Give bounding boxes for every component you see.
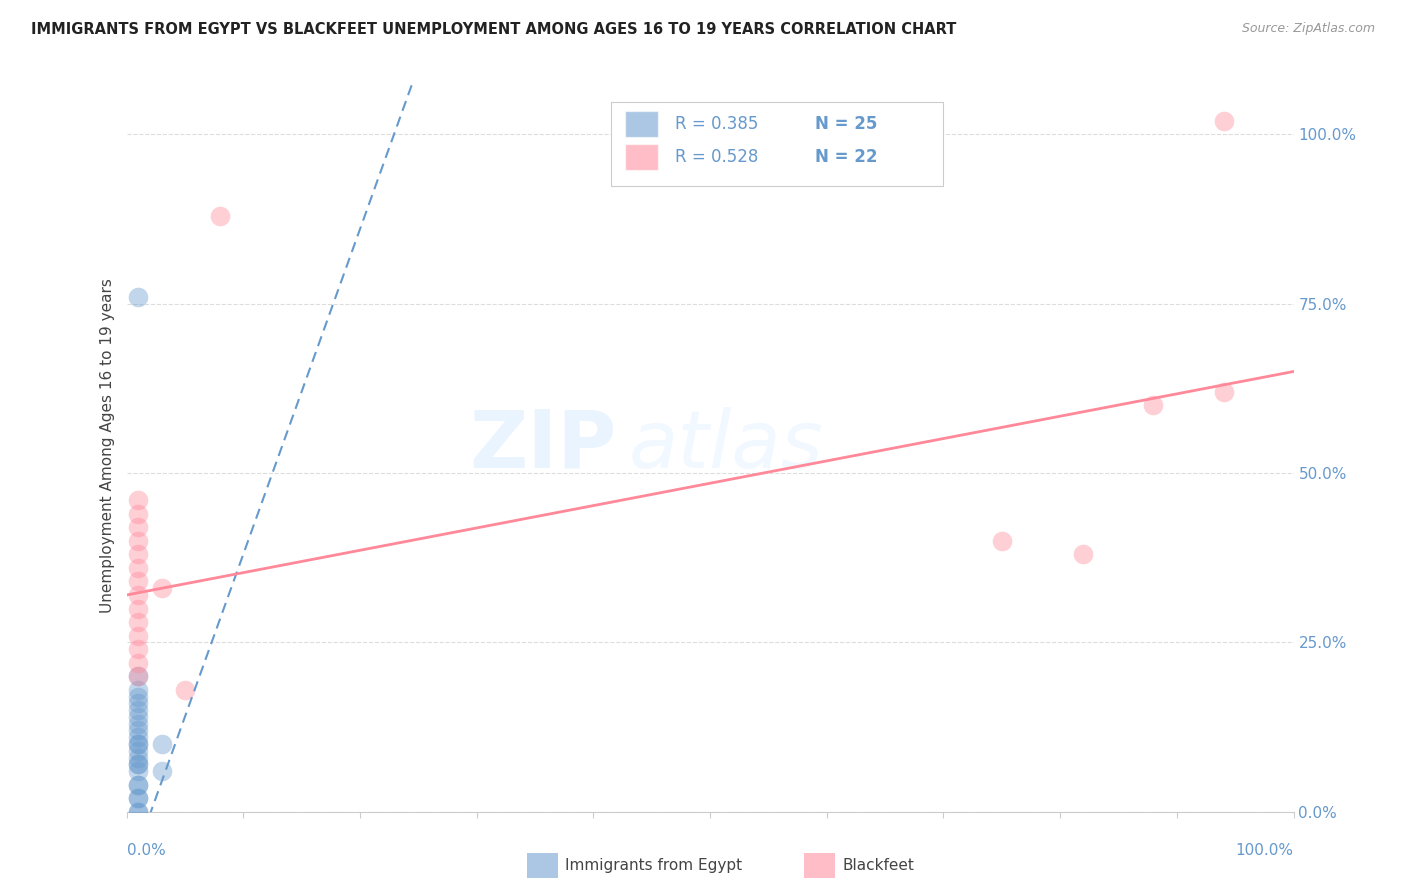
Point <box>127 682 149 697</box>
Point <box>1212 384 1234 399</box>
Point <box>127 778 149 792</box>
Point <box>127 697 149 711</box>
Point <box>1212 114 1234 128</box>
Point <box>127 493 149 508</box>
Point <box>127 710 149 724</box>
FancyBboxPatch shape <box>624 145 658 169</box>
Point <box>127 791 149 805</box>
Point <box>127 744 149 758</box>
Point <box>127 656 149 670</box>
Text: Blackfeet: Blackfeet <box>842 858 914 872</box>
Text: 0.0%: 0.0% <box>127 843 166 858</box>
Point <box>127 615 149 629</box>
FancyBboxPatch shape <box>624 112 658 137</box>
Text: N = 22: N = 22 <box>815 148 877 166</box>
Point <box>127 716 149 731</box>
Point <box>127 533 149 548</box>
Point <box>127 507 149 521</box>
Text: R = 0.528: R = 0.528 <box>675 148 758 166</box>
Point <box>150 764 173 778</box>
Point <box>127 764 149 778</box>
Point <box>127 588 149 602</box>
Point <box>127 737 149 751</box>
Text: Immigrants from Egypt: Immigrants from Egypt <box>565 858 742 872</box>
Text: R = 0.385: R = 0.385 <box>675 115 758 133</box>
Point <box>127 757 149 772</box>
Text: IMMIGRANTS FROM EGYPT VS BLACKFEET UNEMPLOYMENT AMONG AGES 16 TO 19 YEARS CORREL: IMMIGRANTS FROM EGYPT VS BLACKFEET UNEMP… <box>31 22 956 37</box>
Text: N = 25: N = 25 <box>815 115 877 133</box>
Point <box>150 737 173 751</box>
Point <box>127 601 149 615</box>
Point <box>127 690 149 704</box>
Point <box>208 209 231 223</box>
Point <box>990 533 1012 548</box>
Y-axis label: Unemployment Among Ages 16 to 19 years: Unemployment Among Ages 16 to 19 years <box>100 278 115 614</box>
FancyBboxPatch shape <box>610 103 943 186</box>
Point <box>1073 547 1095 561</box>
Point <box>127 805 149 819</box>
Point <box>127 703 149 717</box>
Point <box>127 561 149 575</box>
Point <box>127 547 149 561</box>
Point <box>127 805 149 819</box>
Point <box>127 520 149 534</box>
Point <box>150 581 173 595</box>
Point <box>127 629 149 643</box>
Point <box>127 723 149 738</box>
Point <box>127 290 149 304</box>
Point <box>127 669 149 683</box>
Point <box>127 730 149 744</box>
Text: 100.0%: 100.0% <box>1236 843 1294 858</box>
Point <box>127 574 149 589</box>
Point <box>127 642 149 657</box>
Point <box>127 669 149 683</box>
Point <box>174 682 197 697</box>
Text: atlas: atlas <box>628 407 823 485</box>
Point <box>127 757 149 772</box>
Point <box>127 737 149 751</box>
Point <box>1142 398 1164 412</box>
Point <box>127 750 149 764</box>
Point <box>127 791 149 805</box>
Text: Source: ZipAtlas.com: Source: ZipAtlas.com <box>1241 22 1375 36</box>
Text: ZIP: ZIP <box>470 407 617 485</box>
Point <box>127 778 149 792</box>
